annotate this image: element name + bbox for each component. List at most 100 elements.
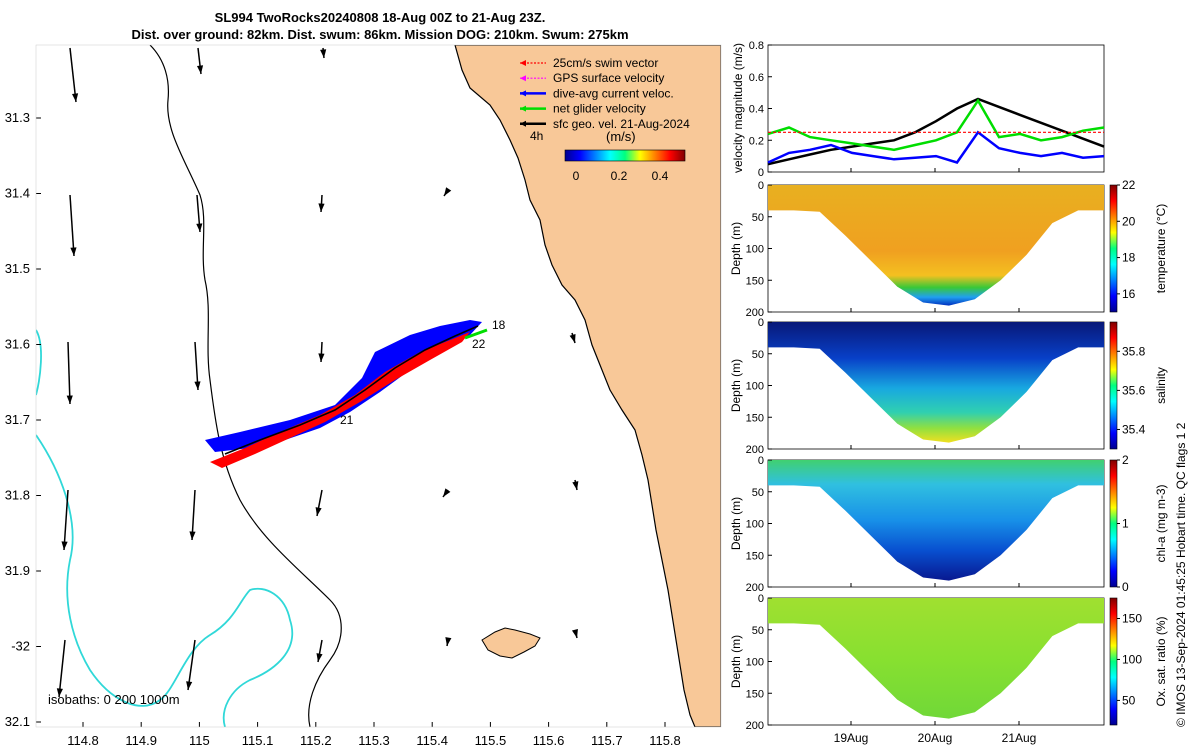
time-tick-19aug: 19Aug xyxy=(834,731,869,745)
colorbar-tick-label: 150 xyxy=(1122,611,1142,625)
track-geo-line xyxy=(224,325,479,455)
legend-arrowhead xyxy=(520,120,526,127)
land-mass xyxy=(454,45,721,727)
section-colorbar xyxy=(1109,597,1118,726)
colorbar-tick: 0 xyxy=(573,169,580,183)
depth-tick-label: 150 xyxy=(746,275,764,287)
velocity-ticks: 0 0.2 0.4 0.6 0.8 xyxy=(749,40,1020,179)
velocity-ylabel: velocity magnitude (m/s) xyxy=(731,43,745,173)
velocity-ytick-label: 0.4 xyxy=(749,104,764,116)
colorbar-tick-label: 18 xyxy=(1122,251,1136,265)
depth-tick-label: 0 xyxy=(758,455,764,467)
section-colorbar xyxy=(1109,321,1118,450)
isobath-note: isobaths: 0 200 1000m xyxy=(48,692,180,707)
lon-tick-label: 115.4 xyxy=(416,733,448,748)
legend-arrowhead xyxy=(520,90,526,97)
chart-title-line1: SL994 TwoRocks20240808 18-Aug 00Z to 21-… xyxy=(214,10,546,25)
depth-ylabel: Depth (m) xyxy=(729,222,743,275)
geo-arrow-head xyxy=(572,481,579,490)
depth-tick-label: 100 xyxy=(746,657,764,669)
depth-tick-label: 100 xyxy=(746,244,764,256)
track-label-21: 21 xyxy=(340,413,354,427)
legend-arrowhead xyxy=(520,60,526,66)
geo-arrow-head xyxy=(445,637,452,646)
lat-tick-label: 31.5 xyxy=(5,261,30,276)
geo-arrow-shaft xyxy=(69,194,75,257)
geo-arrow-shaft xyxy=(69,47,77,103)
lon-tick-label: 115.5 xyxy=(475,733,507,748)
lat-tick-label: 31.8 xyxy=(5,488,30,503)
geo-arrow-head xyxy=(66,395,73,404)
legend-label: net glider velocity xyxy=(553,102,646,116)
section-panel-temperature: 0 50 100 150 200 Depth (m) 16 18 20 22 temperature… xyxy=(729,178,1168,319)
track-swim-vectors xyxy=(210,332,470,468)
geo-arrow-head xyxy=(61,541,68,550)
depth-tick-label: 50 xyxy=(752,349,764,361)
lat-tick-label: 32.1 xyxy=(5,714,30,729)
section-colorbar xyxy=(1109,184,1118,313)
velocity-ytick-label: 0.8 xyxy=(749,40,764,52)
rottnest-island xyxy=(481,627,541,659)
velocity-ytick-label: 0.6 xyxy=(749,72,764,84)
section-field xyxy=(768,460,1104,581)
colorbar-tick-label: 35.8 xyxy=(1122,344,1146,358)
depth-tick-label: 0 xyxy=(758,180,764,192)
velocity-panel: 0 0.2 0.4 0.6 0.8 velocity magnitude (m/s) xyxy=(731,40,1105,179)
colorbar-tick-label: 50 xyxy=(1122,693,1136,707)
lat-tick-label: 31.9 xyxy=(5,563,30,578)
depth-tick-label: 100 xyxy=(746,519,764,531)
depth-tick-label: 50 xyxy=(752,625,764,637)
colorbar-unit: (m/s) xyxy=(606,129,636,144)
lon-tick-label: 115.3 xyxy=(358,733,390,748)
chart-title-line2: Dist. over ground: 82km. Dist. swum: 86k… xyxy=(131,27,629,42)
depth-tick-label: 50 xyxy=(752,212,764,224)
section-field xyxy=(768,598,1104,719)
geo-arrow-head xyxy=(318,353,325,362)
lon-tick-label: 114.8 xyxy=(67,733,99,748)
geo-arrow-head xyxy=(444,187,452,196)
lon-tick-label: 115.1 xyxy=(242,733,274,748)
colorbar-label: Ox. sat. ratio (%) xyxy=(1154,616,1168,706)
velocity-series-sfc-geo-velocity xyxy=(767,97,1105,166)
lon-tick-label: 115.7 xyxy=(591,733,623,748)
geo-arrow-head xyxy=(194,381,201,390)
colorbar-tick-label: 1 xyxy=(1122,517,1129,531)
lat-tick-label: -32 xyxy=(11,639,30,654)
colorbar-tick-label: 20 xyxy=(1122,214,1136,228)
depth-tick-label: 150 xyxy=(746,550,764,562)
lat-tick-label: 31.6 xyxy=(5,337,30,352)
lon-tick-label: 115.2 xyxy=(300,733,332,748)
legend-label: sfc geo. vel. 21-Aug-2024 xyxy=(553,117,690,131)
depth-ylabel: Depth (m) xyxy=(729,635,743,688)
track-label-22: 22 xyxy=(472,337,486,351)
lon-tick-label: 115.8 xyxy=(649,733,681,748)
section-panel-salinity: 0 50 100 150 200 Depth (m) 35.4 35.6 35.8 salinit… xyxy=(729,317,1168,456)
section-field xyxy=(768,185,1104,306)
time-tick-20aug: 20Aug xyxy=(918,731,953,745)
depth-ylabel: Depth (m) xyxy=(729,497,743,550)
colorbar-label: chl-a (mg m-3) xyxy=(1154,484,1168,562)
depth-tick-label: 50 xyxy=(752,487,764,499)
geo-arrow-head xyxy=(71,93,79,102)
colorbar-tick: 0.2 xyxy=(611,169,628,183)
lon-tick-label: 115.6 xyxy=(533,733,565,748)
depth-ylabel: Depth (m) xyxy=(729,359,743,412)
geo-arrow-head xyxy=(318,203,325,212)
depth-tick-label: 0 xyxy=(758,593,764,605)
copyright-note: © IMOS 13-Sep-2024 01:45:25 Hobart time.… xyxy=(1174,422,1188,727)
section-colorbar xyxy=(1109,459,1118,588)
colorbar-tick-label: 35.4 xyxy=(1122,422,1146,436)
geo-arrow-head xyxy=(571,629,578,638)
isobath-200m xyxy=(149,45,342,727)
geo-arrow-head xyxy=(196,65,204,74)
geo-arrow-shaft xyxy=(63,489,69,551)
depth-tick-label: 100 xyxy=(746,381,764,393)
geo-arrow-head xyxy=(569,334,576,343)
velocity-lines xyxy=(767,97,1105,166)
colorbar-tick-label: 2 xyxy=(1122,453,1129,467)
time-scale-label: 4h xyxy=(530,129,543,143)
map-axes: 114.8 114.9 115 115.1 115.2 115.3 115.4 115.5 11… xyxy=(5,110,681,748)
